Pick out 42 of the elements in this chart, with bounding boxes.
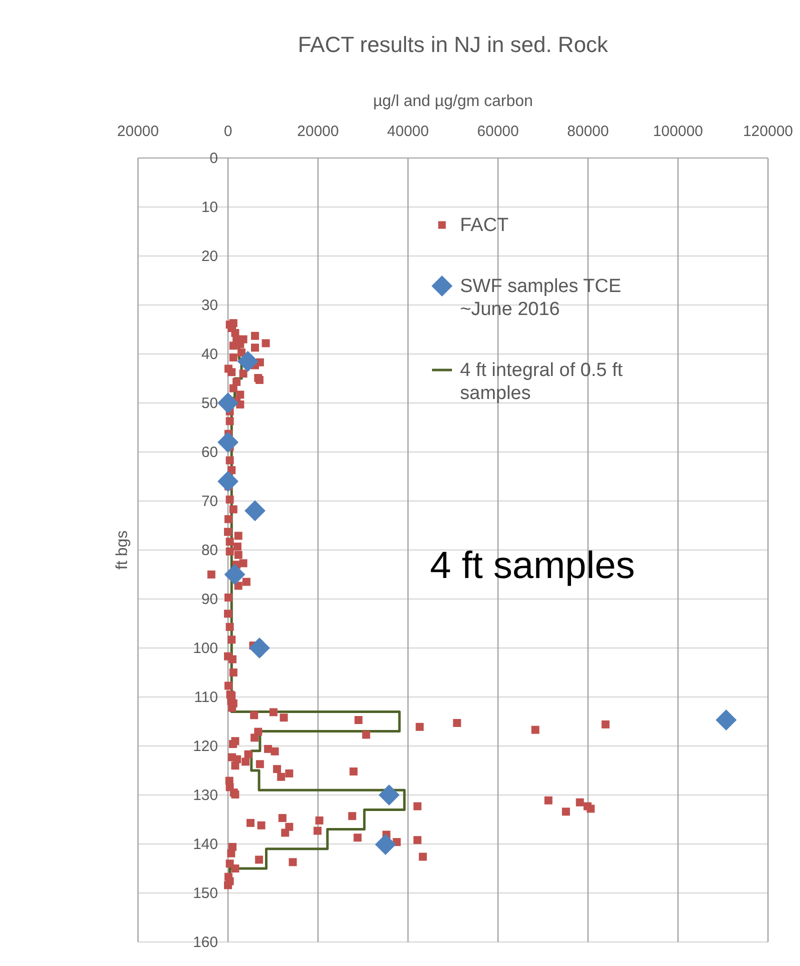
point: [218, 432, 238, 453]
y-tick-label: 140: [192, 836, 218, 853]
chart-title: FACT results in NJ in sed. Rock: [298, 32, 610, 57]
y-tick-label: 160: [192, 934, 218, 951]
y-tick-label: 40: [201, 346, 218, 363]
y-tick-label: 20: [201, 248, 218, 265]
point: [249, 638, 270, 658]
y-axis-title: ft bgs: [114, 530, 131, 570]
x-tick-label: 20000: [297, 123, 339, 140]
point: [716, 710, 737, 731]
y-tick-label: 60: [201, 444, 218, 461]
y-tick-label: 30: [201, 296, 218, 314]
y-tick-label: 100: [192, 640, 218, 657]
x-tick-label: 120000: [742, 123, 794, 140]
y-tick-label: 120: [192, 738, 218, 755]
y-tick-label: 90: [201, 590, 218, 608]
x-tick-label: 0: [224, 123, 232, 140]
point: [237, 350, 258, 372]
point: [224, 564, 246, 585]
legend-label: 4 ft integral of 0.5 ft samples: [460, 360, 624, 404]
x-tick-label: 20000: [117, 123, 159, 140]
x-tick-label: 100000: [652, 123, 704, 140]
legend-label: SWF samples TCE ~June 2016: [460, 276, 622, 320]
annotation: 4 ft samples: [430, 545, 635, 587]
y-tick-label: 130: [192, 786, 218, 804]
y-tick-label: 150: [192, 884, 218, 902]
y-tick-label: 50: [201, 394, 218, 412]
x-tick-label: 80000: [567, 123, 609, 140]
legend-label: FACT: [460, 215, 509, 236]
point: [378, 784, 400, 806]
point: [218, 392, 238, 414]
y-tick-label: 0: [210, 150, 218, 167]
point: [375, 834, 396, 855]
y-tick-label: 110: [194, 688, 218, 706]
y-tick-label: 80: [201, 542, 218, 559]
y-tick-label: 70: [201, 492, 218, 510]
y-tick-label: 10: [201, 198, 218, 216]
point: [218, 470, 238, 492]
x-axis-title: µg/l and µg/gm carbon: [373, 93, 533, 110]
x-tick-label: 40000: [387, 123, 429, 140]
x-tick-label: 60000: [477, 123, 519, 140]
point: [244, 500, 266, 522]
